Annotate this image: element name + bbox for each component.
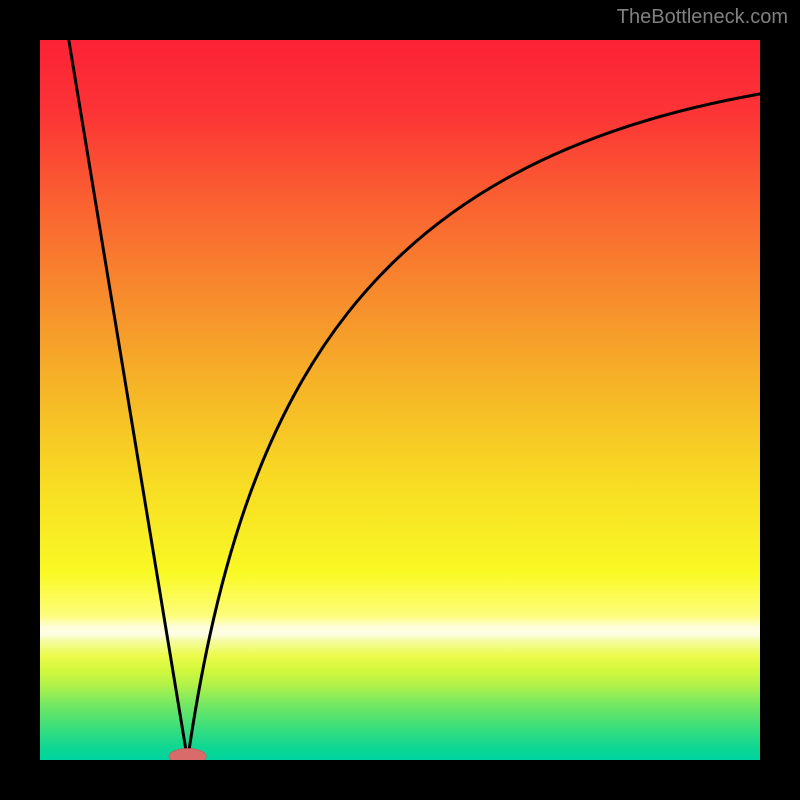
watermark-text: TheBottleneck.com xyxy=(617,6,788,29)
figure-root: TheBottleneck.com xyxy=(0,0,800,800)
bottleneck-plot xyxy=(0,0,800,800)
gradient-background xyxy=(40,40,760,760)
